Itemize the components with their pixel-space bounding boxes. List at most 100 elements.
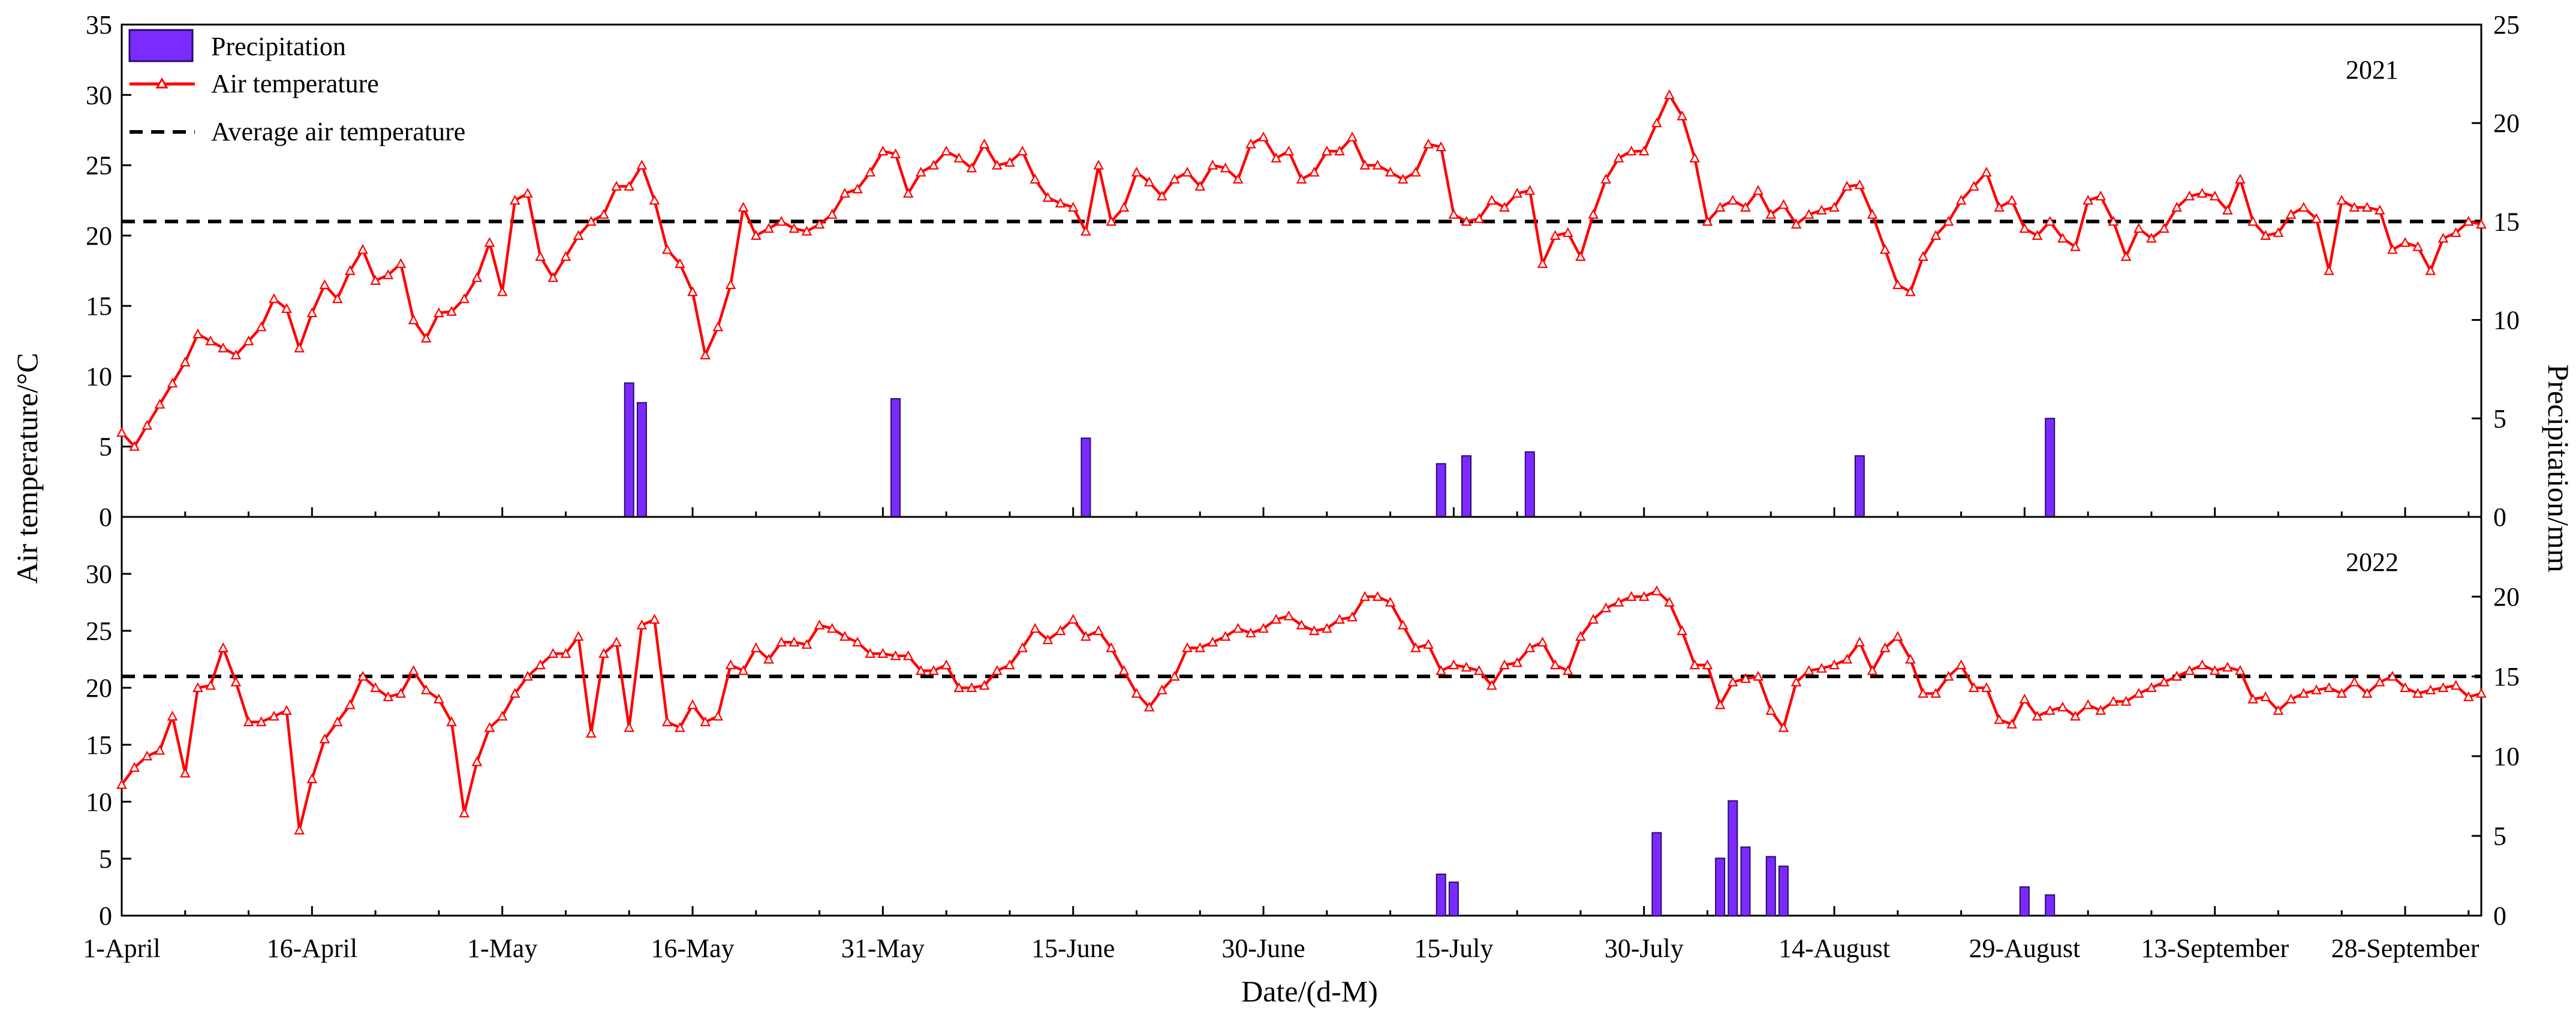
air-temperature-point — [1017, 145, 1028, 156]
air-temperature-point — [1613, 152, 1624, 163]
air-temperature-point — [420, 332, 432, 343]
air-temperature-point — [839, 631, 850, 641]
air-temperature-point — [2285, 693, 2297, 704]
air-temperature-point — [1194, 180, 1206, 191]
air-temperature-point — [2120, 696, 2132, 706]
air-temperature-point — [953, 152, 965, 163]
air-temperature-point — [2070, 241, 2081, 251]
x-tick-label: 16-May — [651, 934, 734, 963]
precipitation-bar — [1081, 437, 1091, 518]
air-temperature-point — [1549, 230, 1561, 240]
air-temperature-point — [1067, 613, 1079, 624]
air-temperature-point — [750, 230, 762, 240]
air-temperature-point — [1790, 676, 1802, 687]
air-temperature-point — [1245, 627, 1256, 637]
y-right-tick-label: 10 — [2493, 306, 2520, 335]
air-temperature-point — [1004, 659, 1015, 670]
air-temperature-point — [1385, 597, 1396, 607]
air-temperature-point — [269, 293, 279, 303]
air-temperature-point — [1106, 216, 1117, 226]
air-temperature-point — [1194, 642, 1206, 652]
precipitation-bar — [1448, 881, 1459, 917]
air-temperature-point — [370, 275, 381, 285]
air-temperature-point — [547, 648, 559, 658]
air-temperature-point — [1918, 688, 1928, 698]
air-temperature-point — [636, 619, 648, 630]
air-temperature-point — [1321, 622, 1332, 633]
air-temperature-point — [712, 711, 724, 721]
air-temperature-point — [1283, 610, 1295, 621]
air-temperature-point — [1245, 139, 1256, 149]
air-temperature-point — [370, 682, 381, 693]
air-temperature-point — [332, 293, 343, 303]
air-temperature-point — [2298, 688, 2309, 698]
air-temperature-point — [395, 688, 407, 698]
air-temperature-point — [1575, 251, 1586, 261]
air-temperature-point — [877, 648, 889, 658]
air-temperature-point — [826, 209, 838, 219]
air-temperature-point — [1651, 585, 1662, 595]
y-left-tick-label: 20 — [86, 221, 112, 251]
air-temperature-point — [2285, 209, 2297, 219]
air-temperature-point — [1790, 218, 1802, 229]
x-tick-label: 28-September — [2331, 934, 2479, 963]
air-temperature-point — [1271, 152, 1282, 163]
air-temperature-point — [281, 705, 292, 715]
air-temperature-point — [2476, 688, 2487, 698]
y-axis-right-title: Precipitation/mm — [2542, 364, 2575, 572]
air-temperature-point — [319, 733, 330, 744]
air-temperature-point — [1677, 110, 1688, 121]
air-temperature-point — [2184, 190, 2195, 201]
air-temperature-point — [1562, 665, 1573, 675]
air-temperature-point — [852, 183, 863, 194]
air-temperature-point — [192, 682, 203, 693]
air-temperature-point — [459, 807, 470, 818]
air-temperature-point — [1283, 145, 1295, 156]
air-temperature-point — [2361, 201, 2373, 212]
air-temperature-point — [598, 209, 609, 219]
air-temperature-point — [1182, 166, 1193, 177]
air-temperature-point — [1600, 173, 1612, 184]
air-temperature-point — [395, 258, 407, 268]
air-temperature-point — [890, 650, 901, 660]
y-left-tick-label: 35 — [86, 10, 112, 40]
air-temperature-point — [624, 722, 635, 732]
air-temperature-point — [1080, 225, 1091, 236]
air-temperature-point — [1308, 625, 1320, 636]
year-label: 2022 — [2346, 547, 2399, 577]
air-temperature-point — [471, 756, 483, 766]
air-temperature-point — [687, 699, 698, 709]
legend-precipitation-label: Precipitation — [211, 32, 346, 61]
x-axis-title: Date/(d-M) — [1241, 974, 1378, 1008]
air-temperature-point — [826, 622, 838, 633]
air-temperature-point — [2044, 216, 2056, 226]
air-temperature-point — [2133, 222, 2144, 233]
x-tick-label: 14-August — [1778, 934, 1890, 963]
air-temperature-point — [1106, 642, 1117, 652]
air-temperature-point — [2425, 265, 2436, 275]
air-temperature-point — [294, 825, 305, 835]
x-tick-label: 1-May — [467, 934, 537, 963]
air-temperature-point — [446, 716, 457, 727]
y-right-tick-label: 15 — [2493, 207, 2520, 236]
air-temperature-point — [383, 691, 394, 702]
air-temperature-point — [2196, 188, 2208, 198]
air-temperature-point — [1093, 160, 1104, 170]
air-temperature-point — [1042, 634, 1054, 645]
air-temperature-point — [1981, 166, 1992, 177]
air-temperature-point — [484, 722, 495, 732]
air-temperature-point — [1753, 185, 1764, 195]
y-left-tick-label: 5 — [99, 432, 112, 462]
air-temperature-point — [446, 306, 457, 316]
air-temperature-point — [1397, 619, 1409, 630]
precipitation-bar — [1715, 857, 1726, 916]
air-temperature-point — [2083, 194, 2094, 205]
precipitation-bar — [1436, 463, 1446, 517]
air-temperature-point — [1626, 591, 1637, 601]
air-temperature-point — [776, 636, 787, 647]
air-temperature-point — [129, 762, 140, 772]
air-temperature-point — [1677, 625, 1688, 636]
air-temperature-point — [459, 293, 470, 303]
air-temperature-point — [1892, 279, 1903, 290]
air-temperature-point — [129, 441, 140, 451]
